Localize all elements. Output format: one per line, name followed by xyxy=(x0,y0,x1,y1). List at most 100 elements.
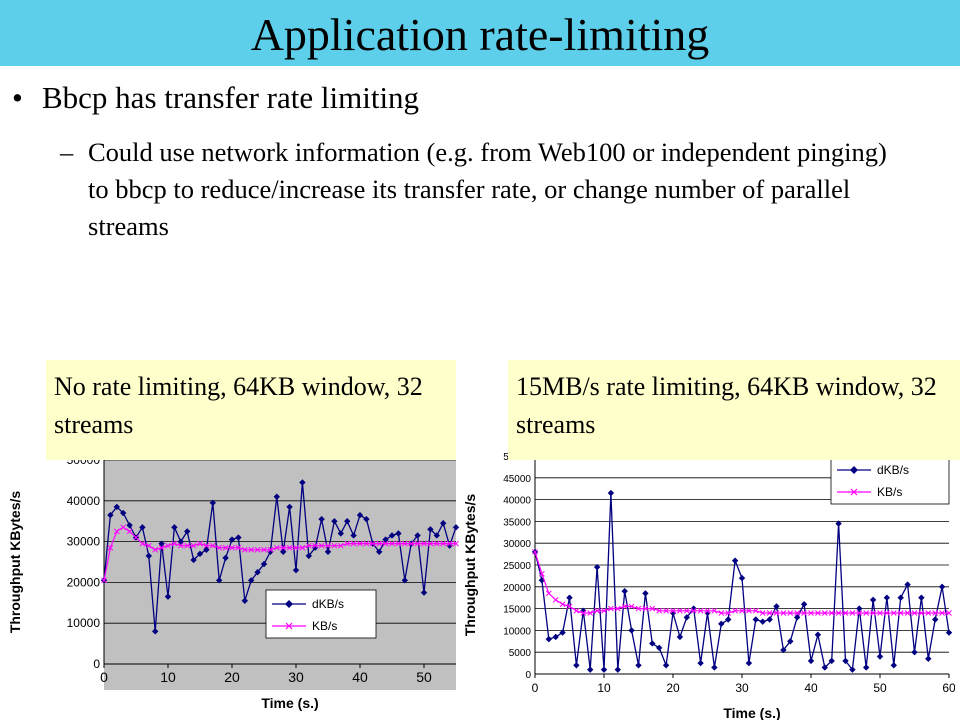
data-point-dkbs xyxy=(876,653,884,660)
data-point-kbs xyxy=(739,607,745,614)
data-point-kbs xyxy=(177,542,184,549)
data-point-kbs xyxy=(261,546,267,553)
data-point-kbs xyxy=(369,540,376,547)
bullet-text: Bbcp has transfer rate limiting xyxy=(42,80,420,115)
legend-label: dKB/s xyxy=(312,597,344,611)
x-axis-label: Time (s.) xyxy=(261,695,318,711)
data-point-kbs xyxy=(126,528,133,535)
data-point-dkbs xyxy=(925,655,932,662)
x-tick-label: 30 xyxy=(288,669,304,685)
data-point-kbs xyxy=(305,542,312,549)
data-point-kbs xyxy=(376,540,383,547)
title-band xyxy=(0,0,960,66)
data-point-dkbs xyxy=(566,594,573,601)
data-point-kbs xyxy=(395,540,402,547)
data-point-dkbs xyxy=(145,552,152,560)
x-tick-label: 10 xyxy=(597,681,611,695)
caption-right: 15MB/s rate limiting, 64KB window, 32 st… xyxy=(508,360,960,460)
data-point-kbs xyxy=(248,546,255,553)
data-point-kbs xyxy=(165,542,171,549)
data-point-kbs xyxy=(254,546,261,553)
data-point-kbs xyxy=(808,610,814,616)
y-tick-label: 15000 xyxy=(503,605,531,616)
data-point-dkbs xyxy=(911,649,918,656)
data-point-kbs xyxy=(350,540,357,547)
y-tick-label: 35000 xyxy=(503,517,531,528)
data-point-kbs xyxy=(101,577,107,584)
legend-marker-diamond-icon xyxy=(285,600,293,608)
data-point-kbs xyxy=(946,610,952,616)
data-point-kbs xyxy=(421,540,427,547)
x-tick-label: 50 xyxy=(873,681,887,695)
data-point-dkbs xyxy=(945,629,953,636)
data-point-kbs xyxy=(683,607,690,614)
data-point-kbs xyxy=(337,542,344,549)
data-point-kbs xyxy=(216,544,223,551)
data-point-dkbs xyxy=(209,499,216,507)
y-tick-label: 30000 xyxy=(503,539,531,550)
data-point-kbs xyxy=(711,607,718,614)
data-point-kbs xyxy=(241,546,248,553)
data-point-dkbs xyxy=(305,552,312,560)
data-point-kbs xyxy=(401,540,408,547)
data-point-kbs xyxy=(286,544,293,551)
y-tick-label: 0 xyxy=(93,657,100,671)
data-point-kbs xyxy=(229,544,235,551)
data-point-kbs xyxy=(877,610,883,616)
data-point-kbs xyxy=(904,610,911,616)
data-point-kbs xyxy=(545,590,552,597)
legend-label: KB/s xyxy=(312,619,337,633)
y-tick-label: 20000 xyxy=(67,575,101,589)
data-point-dkbs xyxy=(299,479,306,486)
caption-left: No rate limiting, 64KB window, 32 stream… xyxy=(46,360,456,460)
data-point-kbs xyxy=(552,597,559,603)
data-point-dkbs xyxy=(113,503,120,511)
y-axis-label: Throughput KBytes/s xyxy=(465,494,478,637)
y-tick-label: 20000 xyxy=(503,583,531,594)
data-point-kbs xyxy=(133,534,139,541)
legend-label: KB/s xyxy=(877,485,902,499)
x-tick-label: 10 xyxy=(160,669,176,685)
legend-label: dKB/s xyxy=(877,463,909,477)
data-point-kbs xyxy=(235,544,242,551)
y-tick-label: 10000 xyxy=(503,626,531,637)
y-tick-label: 10000 xyxy=(67,616,101,630)
data-point-kbs xyxy=(139,540,146,547)
data-point-kbs xyxy=(918,610,925,616)
data-point-kbs xyxy=(870,610,876,616)
y-tick-label: 30000 xyxy=(67,535,101,549)
x-tick-label: 20 xyxy=(224,669,240,685)
x-tick-label: 40 xyxy=(804,681,818,695)
data-point-kbs xyxy=(539,570,545,577)
data-point-kbs xyxy=(614,605,621,612)
slide-title: Application rate-limiting xyxy=(250,9,710,60)
data-point-kbs xyxy=(427,540,434,547)
x-tick-label: 40 xyxy=(352,669,368,685)
x-tick-label: 0 xyxy=(100,669,108,685)
data-point-kbs xyxy=(318,542,325,549)
legend-box xyxy=(830,455,950,505)
data-point-dkbs xyxy=(904,581,911,588)
x-tick-label: 0 xyxy=(532,681,539,695)
data-point-kbs xyxy=(566,603,573,610)
data-point-kbs xyxy=(580,610,587,616)
legend-marker-x-icon xyxy=(850,488,858,496)
data-point-kbs xyxy=(299,544,306,551)
data-point-dkbs xyxy=(814,631,822,638)
data-point-kbs xyxy=(842,610,849,616)
data-point-dkbs xyxy=(738,574,746,582)
data-point-kbs xyxy=(766,610,773,616)
data-point-kbs xyxy=(344,540,351,547)
data-point-dkbs xyxy=(228,536,236,543)
data-point-kbs xyxy=(746,607,752,614)
data-point-kbs xyxy=(890,610,897,616)
data-point-dkbs xyxy=(600,666,608,673)
data-point-kbs xyxy=(849,610,856,616)
data-point-dkbs xyxy=(869,596,877,604)
y-tick-label: 0 xyxy=(525,670,531,681)
data-point-kbs xyxy=(787,610,794,616)
x-tick-label: 30 xyxy=(735,681,749,695)
data-point-dkbs xyxy=(932,616,939,623)
